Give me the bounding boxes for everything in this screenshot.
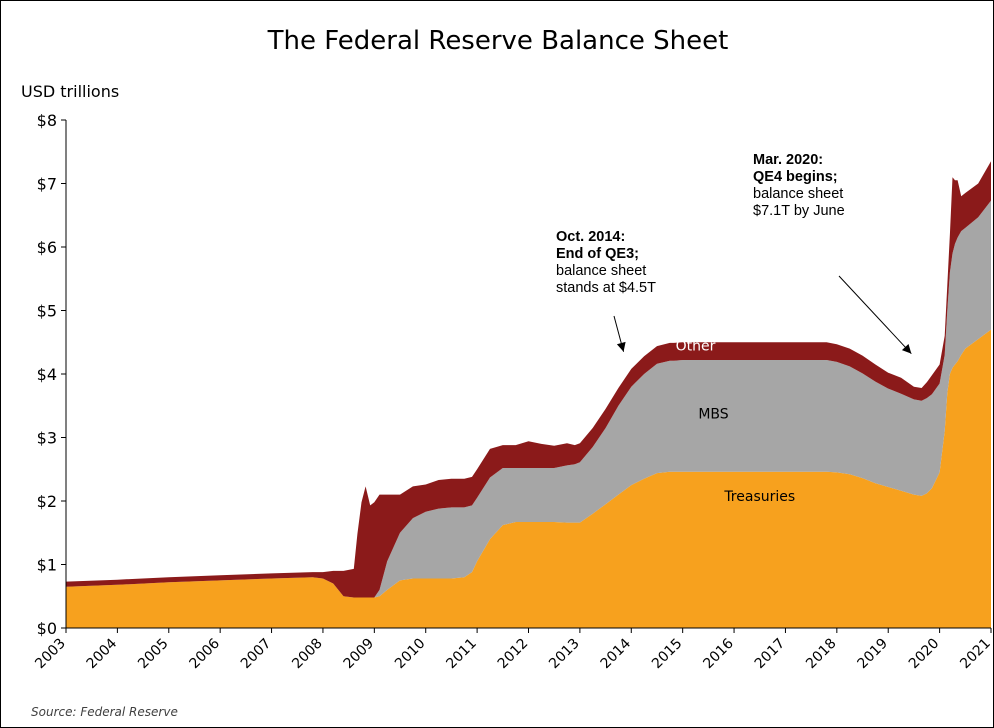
annotation-text: $7.1T by June [753, 203, 845, 219]
x-tick-label: 2003 [32, 636, 69, 673]
annotation-heading: Mar. 2020: [753, 152, 823, 168]
x-tick-label: 2007 [238, 636, 275, 673]
y-tick-label: $6 [37, 238, 57, 257]
annotation-heading: QE4 begins; [753, 169, 838, 185]
x-tick-label: 2006 [186, 635, 223, 672]
annotation-arrow-line [838, 275, 912, 355]
y-tick-label: $5 [37, 302, 57, 321]
y-tick-label: $1 [37, 556, 57, 575]
area-mbs [66, 200, 991, 598]
x-tick-label: 2011 [443, 636, 480, 673]
annotation-heading: Oct. 2014: [556, 229, 625, 245]
x-axis: 2003 2004 2005 2006 2007 2008 2009 2010 2011 2012… [32, 627, 994, 673]
y-tick-label: $0 [37, 619, 57, 638]
x-tick-label: 2009 [341, 636, 378, 673]
x-tick-label: 2019 [855, 636, 892, 673]
annotation-text: balance sheet [556, 263, 646, 279]
annotation-arrow-head [901, 344, 912, 354]
y-axis-unit-label: USD trillions [21, 82, 119, 101]
x-tick-label: 2016 [700, 635, 737, 672]
annotation-arrow-head [616, 341, 626, 352]
x-tick-label: 2021 [957, 636, 994, 673]
y-tick-label: $7 [37, 175, 57, 194]
annotation-2: Mar. 2020:QE4 begins;balance sheet$7.1T … [753, 152, 912, 355]
x-tick-label: 2012 [495, 636, 532, 673]
x-tick-label: 2017 [752, 636, 789, 673]
x-tick-label: 2004 [84, 635, 121, 672]
series-labels: Treasuries MBS Other [676, 339, 796, 505]
x-tick-label: 2010 [392, 636, 429, 673]
y-tick-label: $4 [37, 365, 57, 384]
y-tick-label: $3 [37, 429, 57, 448]
chart-title: The Federal Reserve Balance Sheet [267, 26, 729, 56]
annotation-1: Oct. 2014:End of QE3;balance sheetstands… [556, 229, 656, 352]
source-note: Source: Federal Reserve [31, 705, 178, 719]
x-tick-label: 2014 [598, 635, 635, 672]
x-tick-label: 2008 [289, 636, 326, 673]
x-tick-label: 2013 [546, 636, 583, 673]
annotations: Oct. 2014:End of QE3;balance sheetstands… [556, 152, 912, 355]
annotation-heading: End of QE3; [556, 246, 639, 262]
x-tick-label: 2005 [135, 636, 172, 673]
series-label-other: Other [676, 339, 716, 355]
y-tick-label: $2 [37, 492, 57, 511]
annotation-text: stands at $4.5T [556, 280, 656, 296]
x-tick-label: 2020 [906, 636, 943, 673]
series-label-mbs: MBS [698, 406, 728, 422]
area-series-group [66, 161, 991, 628]
y-axis: $0 $1 $2 $3 $4 $5 $6 $7 $8 [37, 111, 67, 638]
x-tick-label: 2018 [803, 636, 840, 673]
annotation-text: balance sheet [753, 186, 843, 202]
y-tick-label: $8 [37, 111, 57, 130]
area-treasuries [66, 329, 991, 628]
x-tick-label: 2015 [649, 636, 686, 673]
series-label-treasuries: Treasuries [723, 489, 795, 505]
